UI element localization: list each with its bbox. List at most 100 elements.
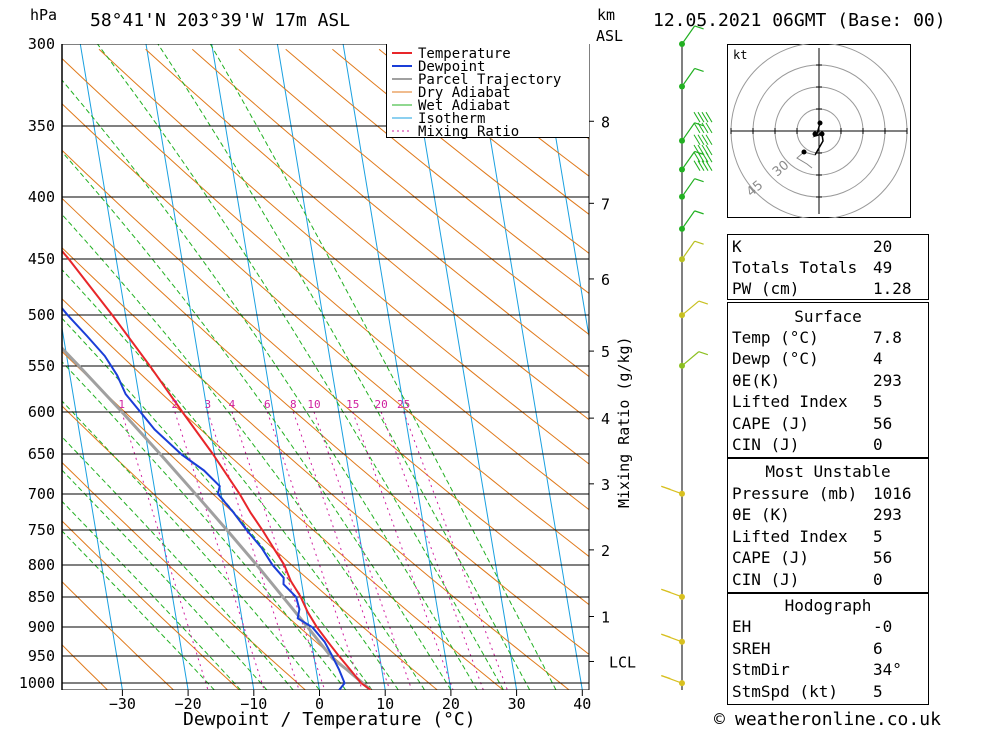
pressure-tick-label: 400 [28,188,55,206]
x-tick-label: −30 [109,695,136,713]
km-tick-label: 7 [601,195,610,213]
mixing-ratio-label: 25 [397,398,410,411]
pressure-tick-label: 450 [28,250,55,268]
mixing-ratio-label: 10 [307,398,320,411]
surface-li-value: 5 [873,392,883,411]
surface-title: Surface [794,307,862,326]
mixing-ratio-line [266,411,363,690]
mu-theta-label: θE (K) [732,505,790,524]
x-tick-label: −20 [175,695,202,713]
pressure-tick-label: 650 [28,445,55,463]
wind-barb-flag [693,111,701,123]
dry-adiabat-line [62,103,589,558]
mixing-ratio-line [380,411,484,690]
mixing-ratio-line [313,411,413,690]
wind-barb-flag [698,351,709,356]
wet-adiabat-line [62,436,294,690]
wet-adiabat-line [62,213,426,690]
mixing-ratio-label: 3 [204,398,211,411]
wind-barb [681,351,700,367]
footer-credit[interactable]: weatheronline.co.uk [735,709,941,730]
wind-barb-flag [701,134,709,146]
wet-adiabat-line [62,530,215,690]
km-tick-label: 6 [601,271,610,289]
pressure-tick-label: 900 [28,618,55,636]
location-title: 58°41'N 203°39'W 17m ASL [90,10,351,31]
dry-adiabat-line [62,298,504,690]
wind-barb [681,122,696,142]
wind-barb-flag [705,151,713,163]
pressure-unit: hPa [30,6,58,24]
wind-barb-flag [693,122,701,134]
isotherm-line [79,44,189,690]
legend-dry-adiabat: Dry Adiabat [418,85,511,101]
wet-adiabat-line [96,44,504,690]
mu-pressure-label: Pressure (mb) [732,484,858,503]
most-unstable-panel: Most Unstable Pressure (mb) 1016 θE (K) 29… [727,458,929,593]
wind-barb-flag [705,134,713,146]
most-unstable-title: Most Unstable [765,462,891,481]
wind-barb-flag [694,67,704,73]
datetime-title: 12.05.2021 06GMT (Base: 00) [653,10,946,31]
pressure-tick-label: 350 [28,117,55,135]
x-tick-label: 20 [442,695,460,713]
pressure-tick-label: 600 [28,403,55,421]
legend-mixing-ratio: Mixing Ratio [418,124,520,140]
wind-barb-flag [661,633,671,638]
parcel-trajectory-line [62,346,372,690]
wet-adiabat-line [157,44,531,690]
x-axis-label: Dewpoint / Temperature (°C) [183,709,476,730]
dry-adiabat-line [285,48,589,295]
x-tick-label: 30 [508,695,526,713]
sreh-label: SREH [732,639,771,658]
wind-barb-flag [661,485,671,490]
indices-panel: K 20 Totals Totals 49 PW (cm) 1.28 [727,234,929,300]
eh-label: EH [732,617,752,636]
pressure-tick-label: 750 [28,521,55,539]
wind-barb-flag [697,111,705,123]
wind-barb-flag [694,210,704,215]
hodograph-point [819,131,825,137]
x-tick-label: 0 [315,695,324,713]
mixing-ratio-line [121,411,209,690]
mixing-ratio-label: 20 [375,398,388,411]
surface-cape-label: CAPE (J) [732,414,810,433]
x-tick-label: 40 [573,695,591,713]
wind-barb-flag [693,151,701,163]
legend-dewpoint: Dewpoint [418,59,486,75]
totals-totals-value: 49 [873,258,893,277]
asl-unit: ASL [596,27,624,45]
dry-adiabat-line [62,149,589,606]
surface-theta-label: θE(K) [732,371,781,390]
km-tick-label: 1 [601,608,610,626]
wind-barb-flag [697,151,705,163]
isotherm-line [211,44,320,690]
dry-adiabat-line [62,405,372,690]
mu-cin-value: 0 [873,570,883,589]
wind-barb-flag [697,160,705,171]
stmdir-value: 34° [873,660,902,679]
isotherm-line [408,44,518,690]
hodograph-title: Hodograph [784,596,872,615]
wet-adiabat-line [62,268,399,690]
surface-dewp-value: 4 [873,349,883,368]
dry-adiabat-line [332,48,589,254]
wind-barb-flag [694,178,704,183]
mixing-ratio-line [292,411,391,690]
wind-barb [681,210,696,230]
legend-isotherm: Isotherm [418,111,486,127]
mu-cape-label: CAPE (J) [732,548,810,567]
dry-adiabat-line [62,247,570,690]
wind-barb-flag [698,300,709,305]
wind-barb [681,178,696,198]
pressure-tick-label: 700 [28,485,55,503]
dry-adiabat-line [62,197,589,656]
wind-barb-flag [701,122,709,134]
legend-parcel: Parcel Trajectory [418,72,562,88]
pressure-tick-label: 850 [28,588,55,606]
surface-theta-value: 293 [873,371,902,390]
wind-barb-flag [701,160,709,171]
pressure-tick-label: 1000 [19,674,55,692]
